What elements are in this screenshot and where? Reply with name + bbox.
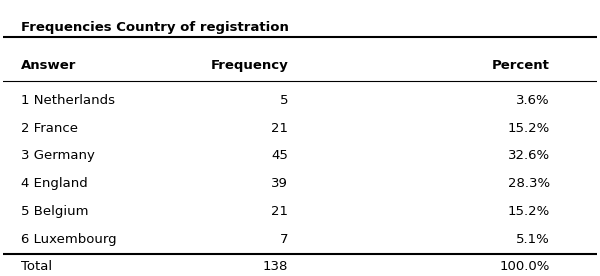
- Text: 15.2%: 15.2%: [508, 205, 550, 218]
- Text: 2 France: 2 France: [20, 122, 77, 135]
- Text: 6 Luxembourg: 6 Luxembourg: [20, 233, 116, 246]
- Text: 5: 5: [280, 94, 288, 107]
- Text: 21: 21: [271, 122, 288, 135]
- Text: Total: Total: [20, 260, 52, 273]
- Text: Frequency: Frequency: [211, 59, 288, 72]
- Text: 5.1%: 5.1%: [516, 233, 550, 246]
- Text: 7: 7: [280, 233, 288, 246]
- Text: 28.3%: 28.3%: [508, 177, 550, 190]
- Text: Answer: Answer: [20, 59, 76, 72]
- Text: 32.6%: 32.6%: [508, 149, 550, 162]
- Text: 3.6%: 3.6%: [516, 94, 550, 107]
- Text: 45: 45: [271, 149, 288, 162]
- Text: 21: 21: [271, 205, 288, 218]
- Text: 4 England: 4 England: [20, 177, 88, 190]
- Text: 5 Belgium: 5 Belgium: [20, 205, 88, 218]
- Text: 15.2%: 15.2%: [508, 122, 550, 135]
- Text: 1 Netherlands: 1 Netherlands: [20, 94, 115, 107]
- Text: Percent: Percent: [492, 59, 550, 72]
- Text: 138: 138: [263, 260, 288, 273]
- Text: Frequencies Country of registration: Frequencies Country of registration: [20, 21, 289, 34]
- Text: 3 Germany: 3 Germany: [20, 149, 94, 162]
- Text: 100.0%: 100.0%: [499, 260, 550, 273]
- Text: 39: 39: [271, 177, 288, 190]
